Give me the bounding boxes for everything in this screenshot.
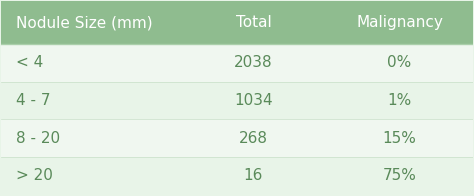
Text: 1%: 1% <box>387 93 412 108</box>
Text: Total: Total <box>236 15 272 30</box>
Text: < 4: < 4 <box>16 55 43 70</box>
Text: 8 - 20: 8 - 20 <box>16 131 60 146</box>
Text: 1034: 1034 <box>234 93 273 108</box>
FancyBboxPatch shape <box>1 82 473 119</box>
Text: Nodule Size (mm): Nodule Size (mm) <box>16 15 152 30</box>
FancyBboxPatch shape <box>1 157 473 195</box>
FancyBboxPatch shape <box>1 1 473 44</box>
Text: 16: 16 <box>244 168 263 183</box>
Text: 75%: 75% <box>383 168 417 183</box>
FancyBboxPatch shape <box>1 119 473 157</box>
Text: 4 - 7: 4 - 7 <box>16 93 50 108</box>
Text: > 20: > 20 <box>16 168 53 183</box>
Text: Malignancy: Malignancy <box>356 15 443 30</box>
Text: 2038: 2038 <box>234 55 273 70</box>
Text: 15%: 15% <box>383 131 417 146</box>
FancyBboxPatch shape <box>1 44 473 82</box>
Text: 268: 268 <box>239 131 268 146</box>
Text: 0%: 0% <box>387 55 412 70</box>
